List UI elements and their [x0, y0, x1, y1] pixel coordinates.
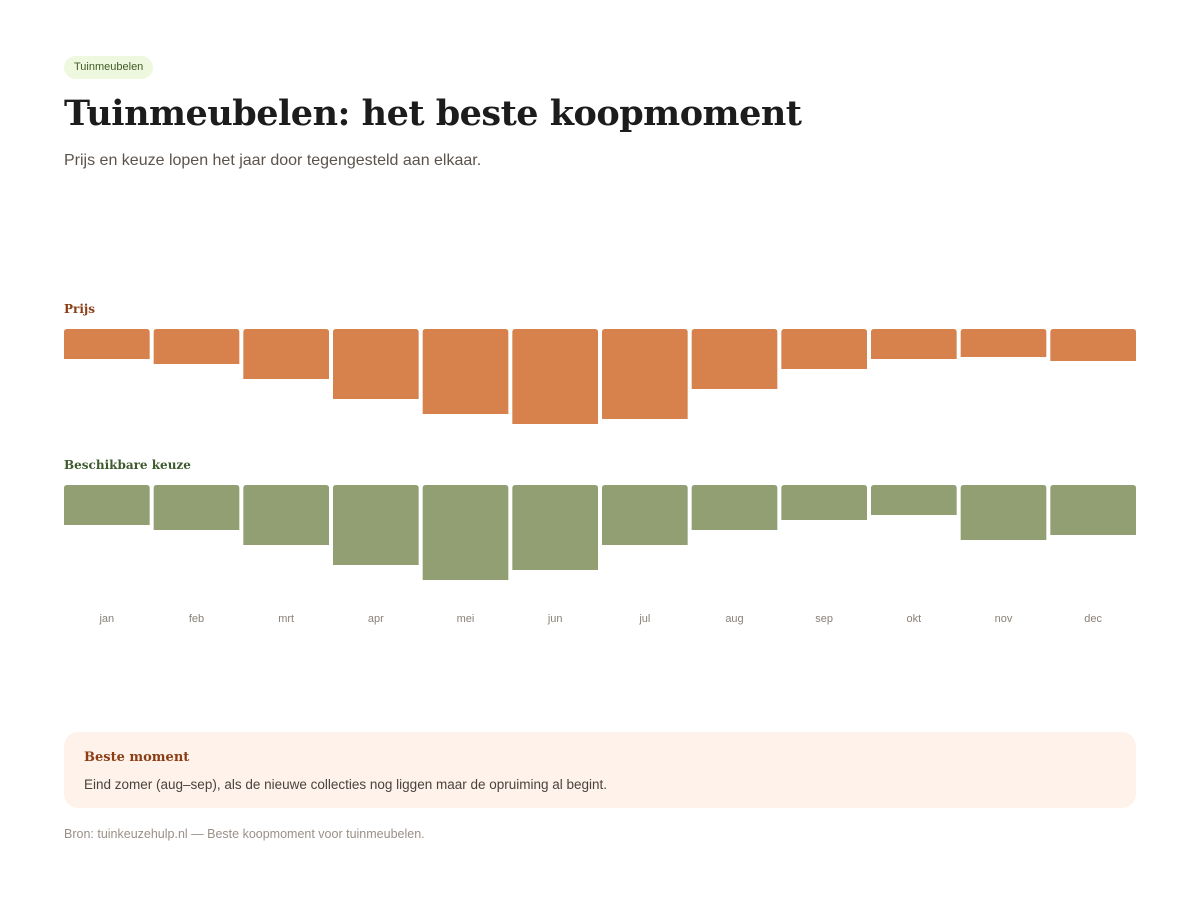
choice-bar-nov [960, 485, 1047, 540]
choice-bar-jun [512, 485, 598, 570]
month-label-feb: feb [189, 613, 204, 625]
price-bar-apr [333, 329, 419, 399]
price-bar-jul [602, 329, 688, 419]
choice-bar-jul [602, 485, 688, 545]
choice-bar-dec [1050, 485, 1136, 535]
price-choice-chart: jan feb mrt apr mei jun jul aug sep okt nov dec [64, 329, 1136, 625]
month-label-mrt: mrt [278, 613, 294, 625]
source-note: Bron: tuinkeuzehulp.nl — Beste koopmomen… [64, 827, 425, 841]
callout-text: Eind zomer (aug–sep), als de nieuwe coll… [84, 777, 608, 792]
month-label-sep: sep [815, 613, 833, 625]
month-label-aug: aug [725, 613, 743, 625]
price-bar-mrt [243, 329, 329, 379]
choice-bar-feb [153, 485, 240, 530]
category-badge: Tuinmeubelen [64, 56, 154, 79]
price-row-label: Prijs [64, 302, 96, 316]
page-title: Tuinmeubelen: het beste koopmoment [64, 93, 802, 134]
month-label-mei: mei [457, 613, 475, 625]
price-bar-mei [422, 329, 509, 414]
choice-row-label: Beschikbare keuze [64, 458, 191, 472]
price-bar-okt [871, 329, 957, 359]
choice-bar-mei [422, 485, 509, 580]
month-label-dec: dec [1084, 613, 1102, 625]
price-bar-sep [781, 329, 867, 369]
choice-bar-aug [691, 485, 778, 530]
choice-bar-mrt [243, 485, 329, 545]
callout-title: Beste moment [84, 750, 190, 765]
price-bar-jun [512, 329, 598, 424]
month-label-jan: jan [98, 613, 114, 625]
price-bar-dec [1050, 329, 1136, 361]
month-label-jun: jun [547, 613, 563, 625]
price-bar-nov [960, 329, 1047, 357]
month-label-nov: nov [995, 613, 1013, 625]
choice-bar-sep [781, 485, 867, 520]
choice-bar-apr [333, 485, 419, 565]
month-label-okt: okt [906, 613, 921, 625]
month-label-jul: jul [638, 613, 650, 625]
best-moment-callout: Beste moment Eind zomer (aug–sep), als d… [64, 732, 1136, 808]
choice-bar-jan [64, 485, 150, 525]
choice-bar-okt [871, 485, 957, 515]
month-label-apr: apr [368, 613, 384, 625]
price-bar-aug [691, 329, 778, 389]
price-bar-jan [64, 329, 150, 359]
page-subtitle: Prijs en keuze lopen het jaar door tegen… [64, 152, 482, 169]
price-bar-feb [153, 329, 240, 364]
